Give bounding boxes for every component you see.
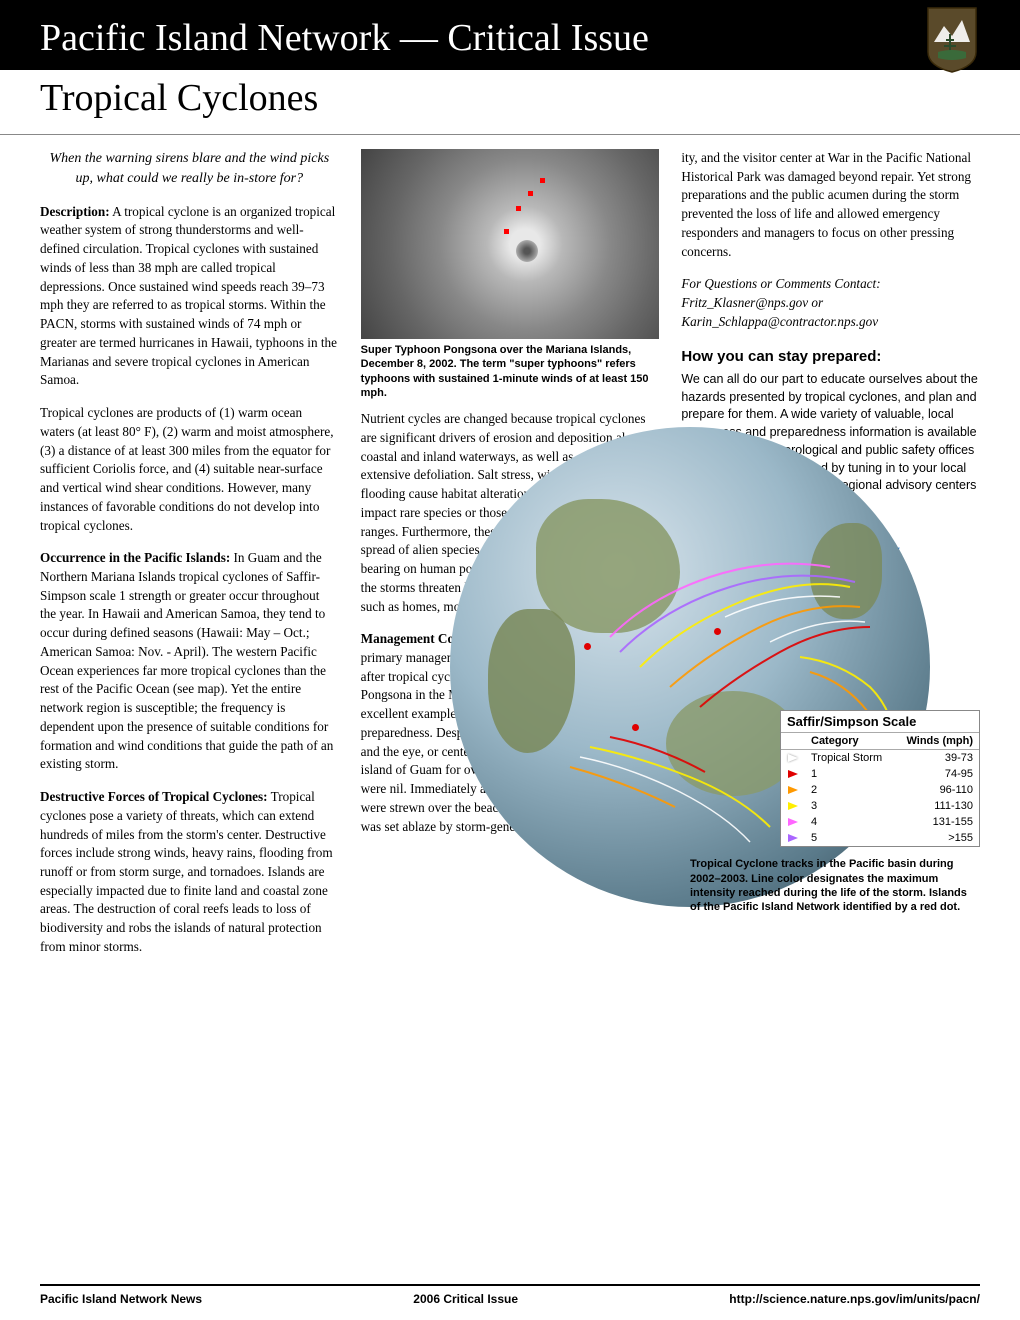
management-cont-para: ity, and the visitor center at War in th… [681,149,980,261]
footer-right: http://science.nature.nps.gov/im/units/p… [729,1292,980,1306]
footer: Pacific Island Network News 2006 Critica… [0,1276,1020,1320]
destructive-label: Destructive Forces of Tropical Cyclones: [40,789,268,804]
island-marker [540,178,545,183]
subtitle-bar: Tropical Cyclones [0,70,1020,135]
scale-col-category: Category [805,733,895,749]
page-title: Pacific Island Network — Critical Issue [40,16,980,60]
description-label: Description: [40,204,110,219]
island-marker [516,206,521,211]
description-text: A tropical cyclone is an organized tropi… [40,204,337,388]
storm-eye [516,240,538,262]
description-para: Description: A tropical cyclone is an or… [40,203,339,390]
scale-row: 1 74-95 [781,766,979,782]
satellite-figure: Super Typhoon Pongsona over the Mariana … [361,149,660,400]
occurrence-para: Occurrence in the Pacific Islands: In Gu… [40,549,339,774]
contact-email-2: Karin_Schlappa@contractor.nps.gov [681,314,878,329]
scale-row: 5 >155 [781,830,979,846]
content-area: When the warning sirens blare and the wi… [0,135,1020,971]
footer-left: Pacific Island Network News [40,1292,202,1306]
contact-email-1: Fritz_Klasner@nps.gov or [681,295,823,310]
occurrence-text: In Guam and the Northern Mariana Islands… [40,550,333,771]
prepared-heading: How you can stay prepared: [681,346,980,367]
header-bar: Pacific Island Network — Critical Issue [0,8,1020,70]
footer-center: 2006 Critical Issue [413,1292,518,1306]
contact-block: For Questions or Comments Contact: Fritz… [681,275,980,331]
globe-figure: Saffir/Simpson Scale Category Winds (mph… [450,427,980,907]
nps-logo [924,4,980,74]
formation-para: Tropical cyclones are products of (1) wa… [40,404,339,535]
footer-line: Pacific Island Network News 2006 Critica… [40,1284,980,1306]
intro-text: When the warning sirens blare and the wi… [40,149,339,189]
scale-row: Tropical Storm 39-73 [781,750,979,766]
scale-row: 2 96-110 [781,782,979,798]
article-title: Tropical Cyclones [40,76,980,120]
island-marker [528,191,533,196]
top-bar [0,0,1020,8]
scale-title: Saffir/Simpson Scale [781,711,979,733]
scale-col-winds: Winds (mph) [895,733,979,749]
scale-row: 3 111-130 [781,798,979,814]
destructive-para: Destructive Forces of Tropical Cyclones:… [40,788,339,957]
satellite-image [361,149,660,339]
destructive-text: Tropical cyclones pose a variety of thre… [40,789,333,954]
island-marker [504,229,509,234]
contact-label: For Questions or Comments Contact: [681,276,880,291]
occurrence-label: Occurrence in the Pacific Islands: [40,550,230,565]
scale-row: 4 131-155 [781,814,979,830]
satellite-caption: Super Typhoon Pongsona over the Mariana … [361,343,660,400]
saffir-simpson-scale: Saffir/Simpson Scale Category Winds (mph… [780,710,980,847]
globe-caption: Tropical Cyclone tracks in the Pacific b… [690,857,980,914]
scale-header-row: Category Winds (mph) [781,733,979,750]
